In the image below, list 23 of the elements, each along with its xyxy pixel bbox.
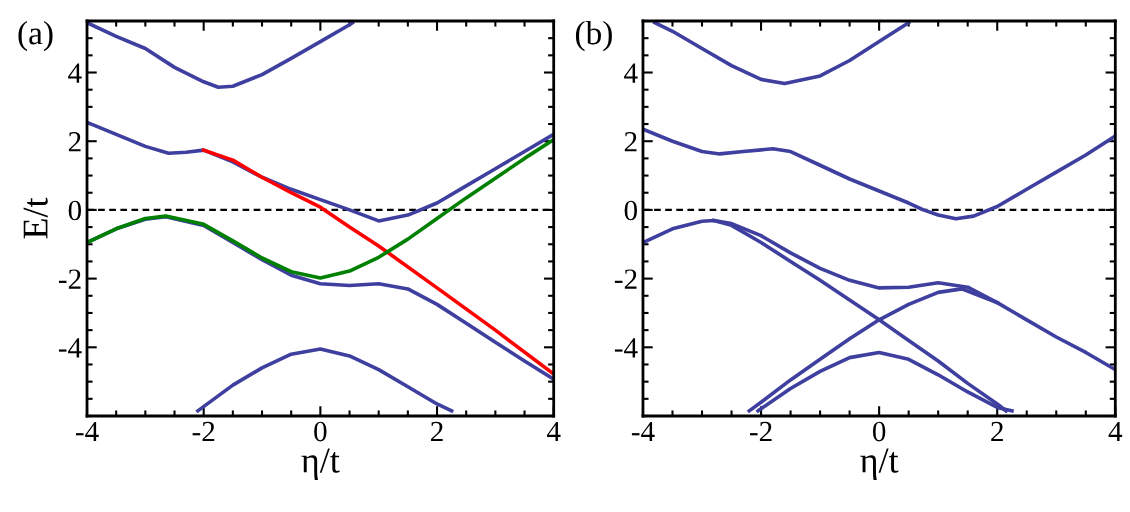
x-tick-label: 2: [431, 421, 443, 442]
y-tick-label: -4: [58, 338, 82, 358]
x-tick-label: 2: [991, 421, 1003, 442]
y-tick-label: -2: [614, 269, 637, 289]
x-tick-label: 4: [546, 421, 561, 442]
y-tick-label: 2: [624, 132, 637, 152]
x-tick-label: 0: [314, 421, 327, 442]
chart-title: (a): [18, 20, 53, 52]
y-tick-label: 4: [624, 63, 638, 83]
x-tick-label: 0: [872, 421, 886, 442]
y-tick-label: -4: [614, 338, 638, 358]
x-tick-label: 4: [1108, 421, 1123, 442]
y-tick-label: -2: [58, 269, 81, 289]
y-tick-label: 0: [624, 200, 637, 221]
x-tick-label: -2: [749, 421, 772, 442]
y-tick-label: 2: [68, 132, 81, 152]
x-axis-title: η/t: [301, 448, 340, 481]
chart-title: (b): [575, 20, 612, 52]
y-tick-label: 0: [68, 200, 82, 221]
x-axis-title: η/t: [860, 448, 899, 481]
y-tick-label: 4: [68, 63, 82, 83]
y-axis-title: E/t: [23, 197, 48, 239]
x-tick-label: -2: [192, 421, 215, 442]
